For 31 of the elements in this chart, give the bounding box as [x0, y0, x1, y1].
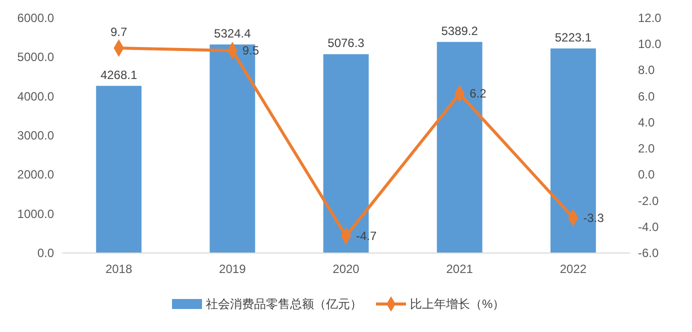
y2-tick-label: 4.0 [638, 115, 656, 130]
y-tick-label: 1000.0 [17, 206, 54, 221]
y2-tick-label: 10.0 [638, 37, 662, 52]
y2-tick-label: 6.0 [638, 89, 656, 104]
legend-label: 比上年增长（%） [410, 297, 505, 311]
x-tick-label: 2022 [560, 262, 587, 276]
y2-tick-label: -2.0 [638, 194, 660, 208]
data-label: 5223.1 [554, 30, 592, 44]
x-tick-label: 2019 [219, 262, 246, 276]
data-label: 5076.3 [328, 36, 365, 50]
legend-label: 社会消费品零售总额（亿元） [206, 297, 362, 311]
y2-tick-label: -4.0 [638, 220, 660, 234]
x-tick-label: 2021 [446, 262, 474, 276]
data-label: 9.7 [110, 25, 128, 40]
y-tick-label: 0.0 [37, 246, 54, 260]
y2-tick-label: 0.0 [638, 168, 656, 182]
y2-tick-label: 12.0 [638, 11, 662, 25]
y-tick-label: 2000.0 [17, 168, 54, 182]
data-label: 4268.1 [100, 68, 138, 82]
y-tick-label: 6000.0 [17, 11, 54, 25]
data-label: 5389.2 [441, 24, 478, 38]
y2-tick-label: 2.0 [638, 142, 656, 156]
y-tick-label: 5000.0 [17, 50, 54, 64]
x-tick-label: 2018 [105, 262, 132, 276]
x-tick-label: 2020 [332, 262, 360, 276]
y2-tick-label: -6.0 [638, 246, 660, 260]
data-label: 5324.4 [214, 26, 252, 40]
bar [96, 86, 142, 253]
y2-tick-label: 8.0 [638, 63, 656, 78]
y-tick-label: 3000.0 [17, 128, 54, 142]
y-tick-label: 4000.0 [17, 89, 54, 104]
